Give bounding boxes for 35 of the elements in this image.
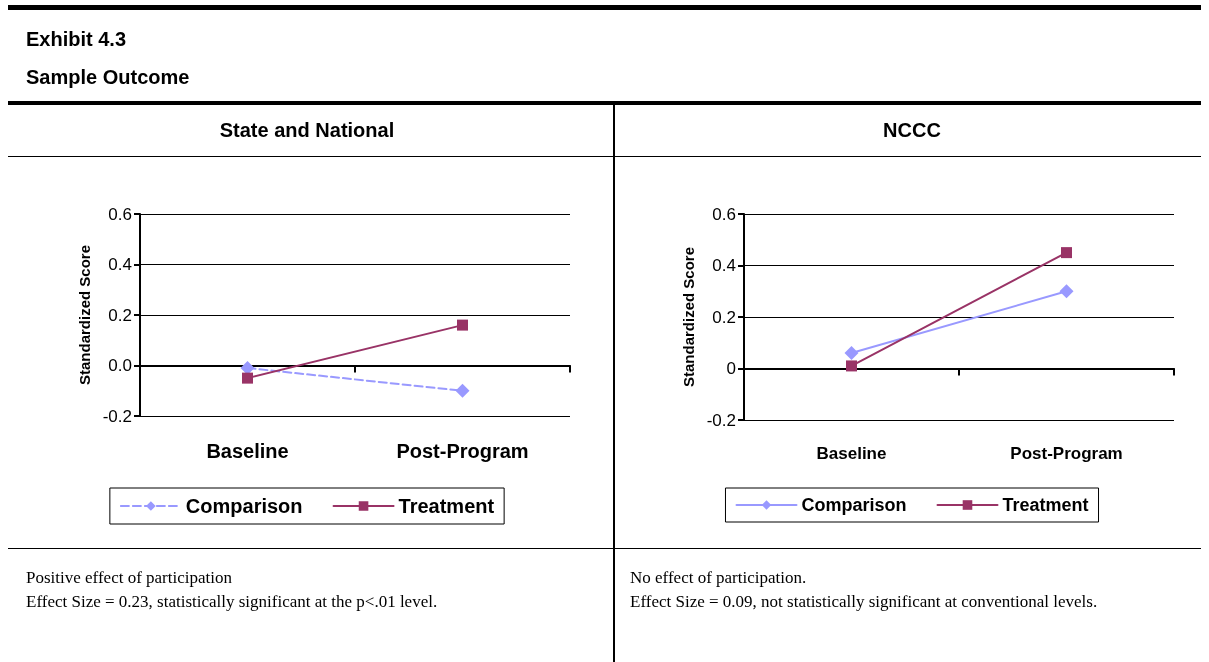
y-tick-label: 0.4 bbox=[712, 256, 736, 275]
y-tick-label: 0.6 bbox=[712, 204, 736, 224]
chart-title: NCCC bbox=[882, 118, 942, 143]
y-axis-title: Standardized Score bbox=[679, 246, 697, 388]
y-tick-label: 0 bbox=[726, 359, 736, 378]
x-tick-label: Post-Program bbox=[396, 440, 529, 462]
legend-label: Comparison bbox=[185, 495, 303, 517]
point bbox=[457, 319, 468, 331]
x-tick-label: Baseline bbox=[816, 444, 887, 463]
text: Effect Size = 0.09, not statistically significant at conventional levels. bbox=[630, 591, 1099, 613]
y-axis-title: Standardized Score bbox=[75, 244, 93, 386]
x-tick-label: Post-Program bbox=[1010, 444, 1123, 463]
legend-label: Treatment bbox=[1002, 495, 1089, 515]
legend-label: Treatment bbox=[398, 495, 495, 517]
text: Positive effect of participation bbox=[26, 567, 233, 589]
point bbox=[1059, 284, 1074, 299]
text: No effect of participation. bbox=[630, 567, 808, 589]
chart-title: State and National bbox=[218, 118, 396, 143]
point bbox=[1061, 247, 1072, 259]
point bbox=[455, 383, 470, 398]
y-tick-label: 0.2 bbox=[108, 305, 132, 325]
legend-label: Comparison bbox=[801, 495, 907, 515]
y-tick-label: 0.2 bbox=[712, 307, 736, 327]
x-tick-label: Baseline bbox=[206, 440, 289, 462]
text: Exhibit 4.3 bbox=[26, 28, 127, 51]
y-tick-label: -0.2 bbox=[706, 410, 736, 430]
point bbox=[242, 372, 253, 384]
point bbox=[844, 346, 859, 361]
y-tick-label: 0.6 bbox=[108, 204, 132, 224]
y-tick-label: 0.4 bbox=[108, 255, 132, 274]
text: Sample Outcome bbox=[26, 66, 190, 89]
y-tick-label: -0.2 bbox=[102, 406, 132, 426]
y-tick-label: 0.0 bbox=[108, 356, 132, 375]
point bbox=[846, 360, 857, 372]
text: Effect Size = 0.23, statistically significant at the p<.01 level. bbox=[26, 591, 439, 613]
